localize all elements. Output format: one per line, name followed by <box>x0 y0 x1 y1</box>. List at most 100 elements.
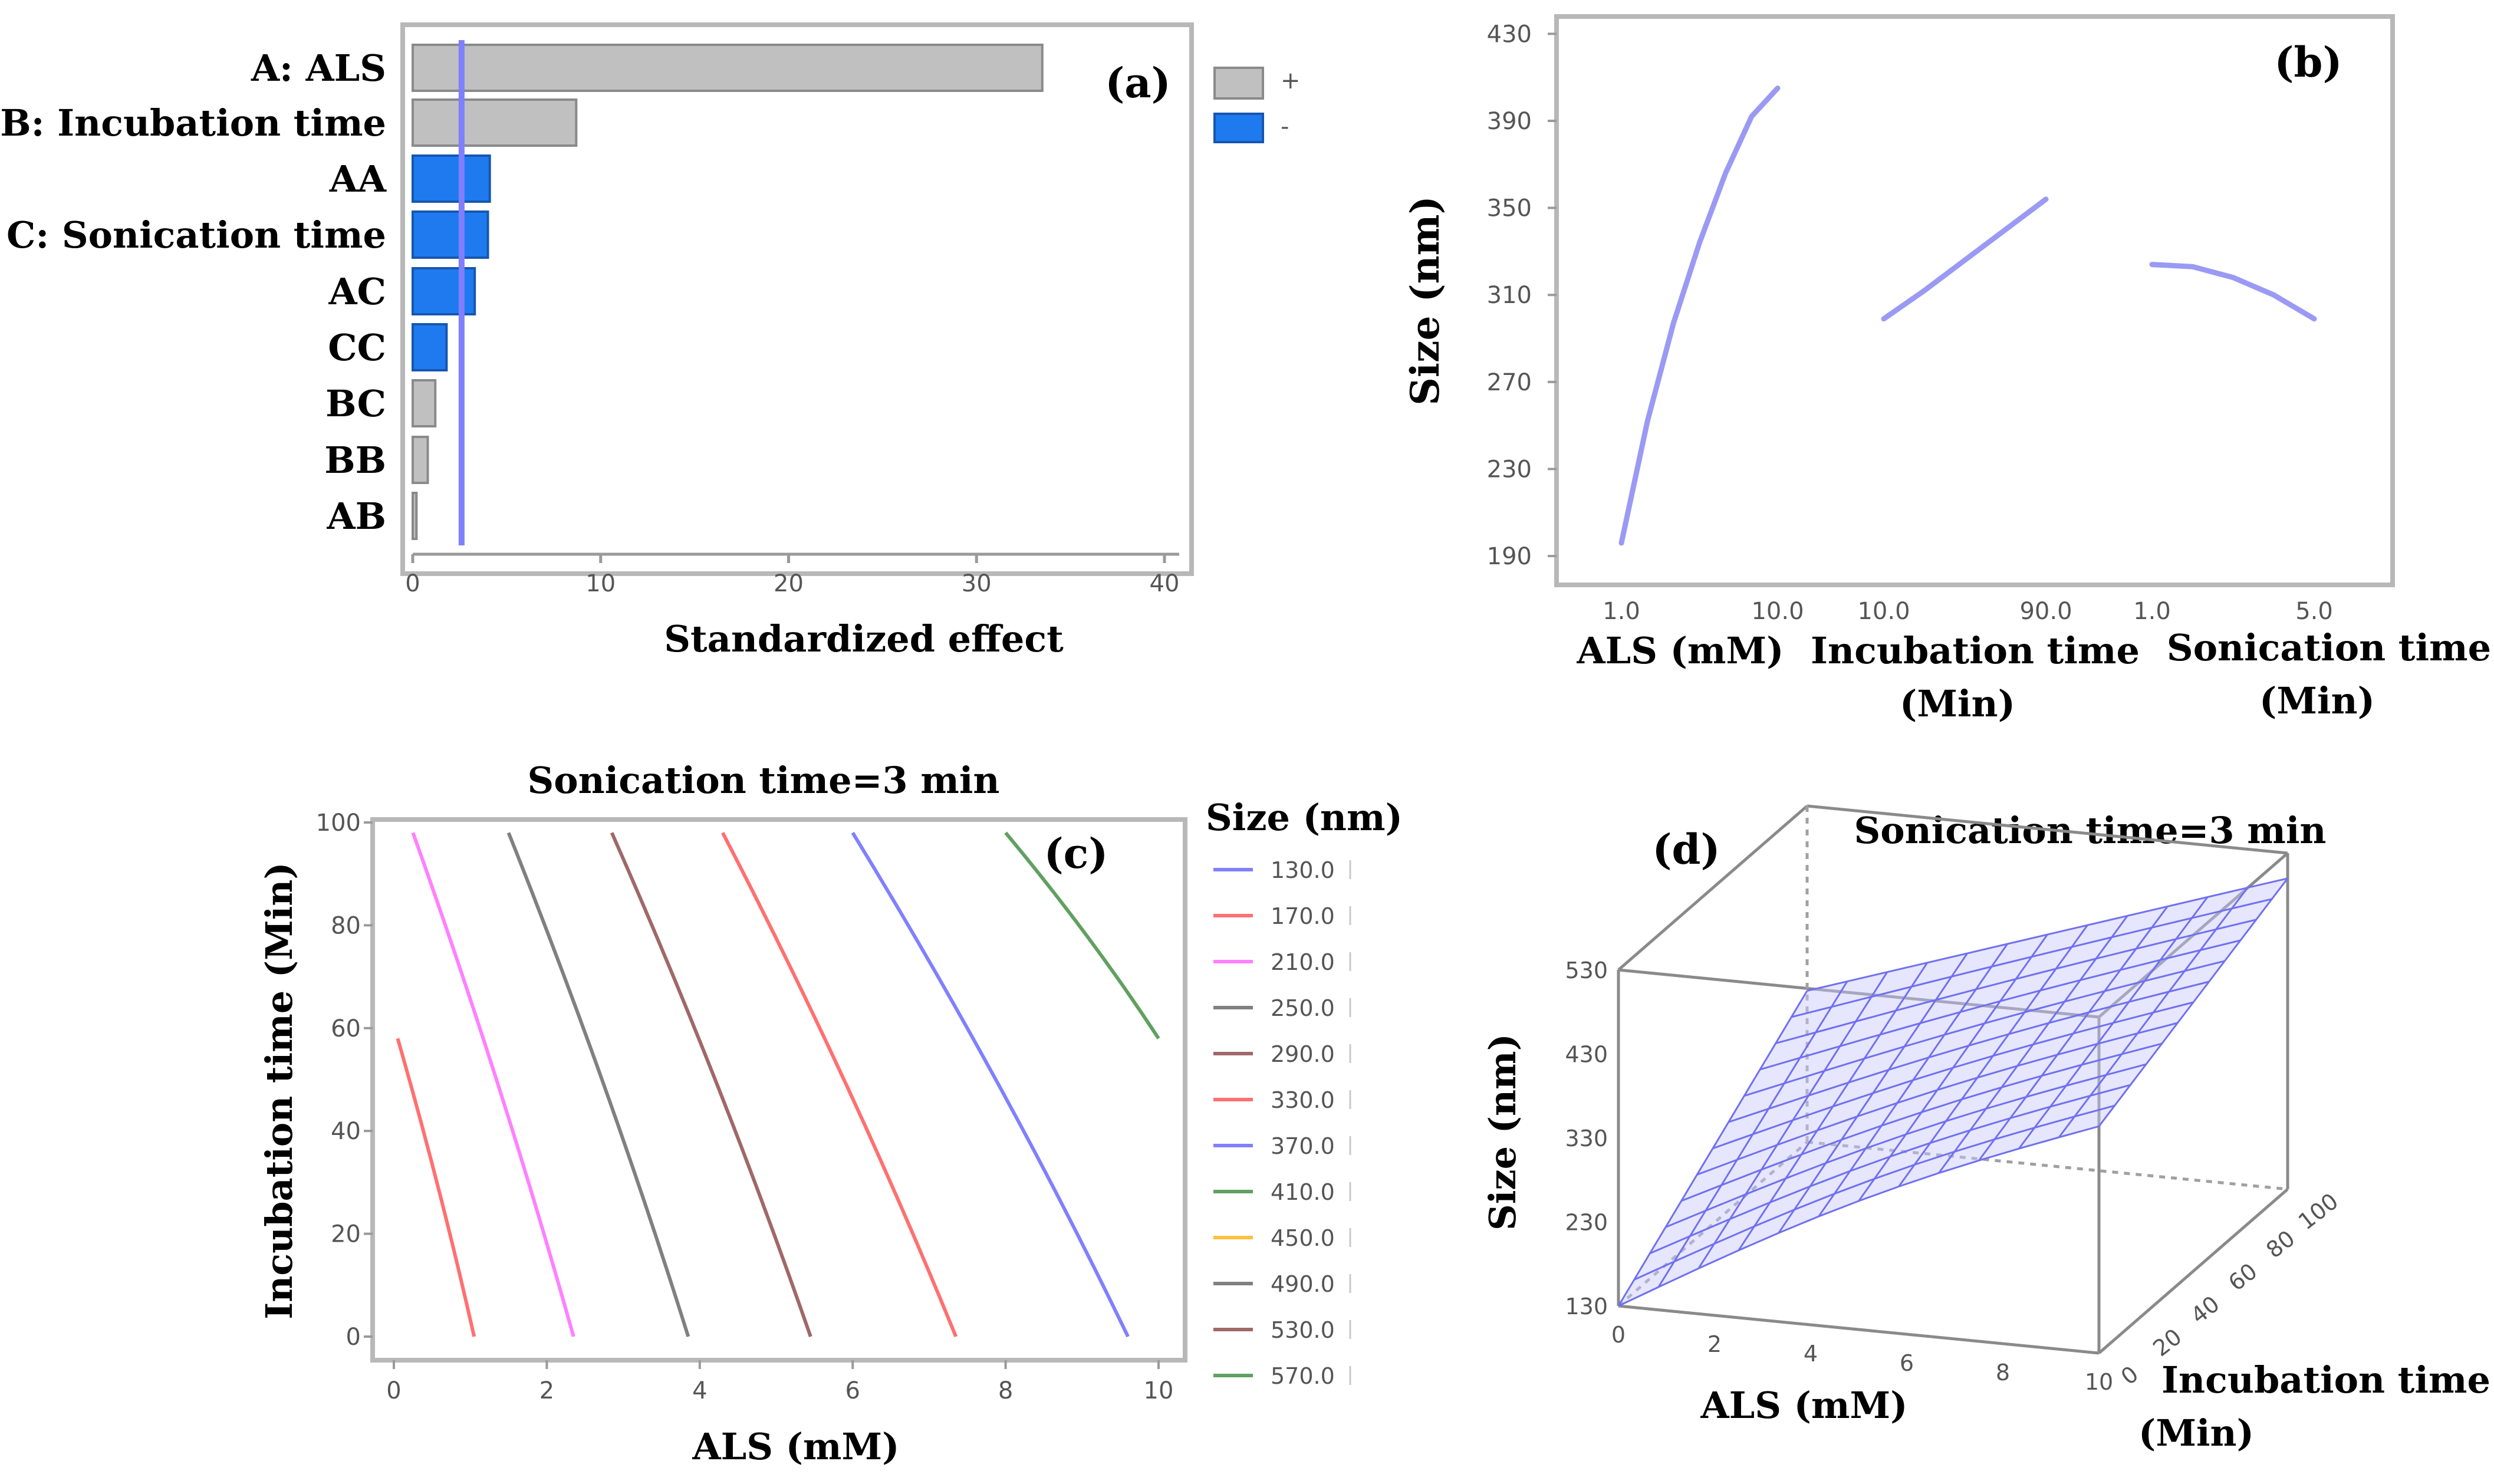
y-tick-label-190: 190 <box>1487 543 1532 570</box>
panel-c-contours <box>396 831 1160 1338</box>
category-label-a-als: A: ALS <box>251 47 386 90</box>
box-edge-8 <box>1807 804 2288 855</box>
legend-label-negative: - <box>1281 113 1289 140</box>
contour-290-0 <box>610 832 812 1337</box>
panel-d-y-label-1: Incubation time <box>2161 1358 2490 1401</box>
bar-cc <box>412 323 448 371</box>
y-tick-label-80: 80 <box>2261 1225 2299 1263</box>
x-tick-label-0: 0 <box>1611 1322 1626 1348</box>
y-tick-label-60: 60 <box>331 1015 361 1042</box>
panel-c-title: Sonication time=3 min <box>527 759 999 802</box>
panel-b-curve-sonication <box>2149 262 2317 322</box>
panel-a: A: ALS B: Incubation time AA C: Sonication … <box>0 22 1301 660</box>
panel-d-box <box>1617 804 2289 1355</box>
panel-d-surface-mesh <box>1617 877 2289 1307</box>
y-tick-label-100: 100 <box>316 810 361 837</box>
panel-d-z-label: Size (nm) <box>1481 1034 1524 1230</box>
legend-label-positive: + <box>1281 67 1301 94</box>
legend-label-170-0: 170.0 <box>1271 903 1335 929</box>
legend-label-410-0: 410.0 <box>1271 1179 1335 1205</box>
bar-aa <box>412 154 491 203</box>
legend-label-450-0: 450.0 <box>1271 1225 1335 1251</box>
x-tick-label-30: 30 <box>962 570 992 597</box>
y-tick-label-0: 0 <box>2116 1361 2143 1390</box>
panel-b-tick-als-high: 10.0 <box>1751 598 1804 625</box>
panel-d-x-label: ALS (mM) <box>1700 1384 1908 1427</box>
category-label-bb: BB <box>324 439 386 482</box>
y-tick-label-270: 270 <box>1487 369 1532 396</box>
y-tick-label-390: 390 <box>1487 108 1532 135</box>
bar-a-als <box>412 44 1044 92</box>
legend-swatch-positive <box>1213 67 1264 100</box>
bar-bb <box>412 436 429 484</box>
legend-label-130-0: 130.0 <box>1271 857 1335 883</box>
panel-a-legend: + - <box>1213 67 1301 143</box>
mesh-line-y-1 <box>1634 1104 2115 1281</box>
z-tick-label-230: 230 <box>1565 1210 1608 1236</box>
y-tick-label-40: 40 <box>2186 1291 2224 1328</box>
category-label-ab: AB <box>326 495 386 538</box>
panel-b-x-label-incubation-1: Incubation time <box>1811 629 2140 672</box>
y-tick-label-60: 60 <box>2223 1258 2262 1296</box>
mesh-line-y-12 <box>1807 877 2288 992</box>
x-tick-label-2: 2 <box>539 1377 554 1404</box>
panel-a-x-ticks: 0 10 20 30 40 <box>405 554 1179 597</box>
panel-b-y-label: Size (nm) <box>1402 196 1448 405</box>
y-tick-label-80: 80 <box>331 912 361 939</box>
y-tick-label-20: 20 <box>331 1221 361 1248</box>
x-tick-label-4: 4 <box>692 1377 707 1404</box>
panel-b-label: (b) <box>2274 38 2342 87</box>
legend-label-210-0: 210.0 <box>1271 949 1335 975</box>
x-tick-label-0: 0 <box>405 570 420 597</box>
y-tick-label-310: 310 <box>1487 282 1532 309</box>
panel-d-label: (d) <box>1652 825 1720 874</box>
panel-b-x-label-als: ALS (mM) <box>1577 629 1784 672</box>
panel-a-bars <box>412 44 1044 540</box>
panel-b-frame <box>1554 14 2395 587</box>
panel-b-tick-son-low: 1.0 <box>2133 598 2171 625</box>
panel-c-legend: 130.0 170.0 210.0 250.0 290.0 330.0 370.0 410.0… <box>1213 857 1351 1389</box>
bar-ac <box>412 267 476 315</box>
panel-b-x-label-incubation-2: (Min) <box>1900 682 2015 725</box>
y-tick-label-20: 20 <box>2148 1324 2186 1361</box>
x-tick-label-6: 6 <box>1900 1350 1914 1376</box>
panel-b-tick-inc-low: 10.0 <box>1857 598 1910 625</box>
mesh-line-y-7 <box>1728 980 2210 1123</box>
mesh-line-y-5 <box>1696 1022 2178 1176</box>
contour-410-0 <box>1004 831 1160 1039</box>
panel-d: Sonication time=3 min (d) 130 230 330 430 53… <box>1481 804 2490 1455</box>
x-tick-label-4: 4 <box>1804 1341 1818 1367</box>
panel-c-legend-title: Size (nm) <box>1206 796 1403 839</box>
x-tick-label-10: 10 <box>585 570 616 597</box>
y-tick-label-0: 0 <box>346 1324 361 1351</box>
mesh-line-y-10 <box>1775 919 2257 1045</box>
legend-label-250-0: 250.0 <box>1271 995 1335 1021</box>
box-edge-0 <box>1618 1304 2100 1355</box>
z-tick-label-430: 430 <box>1565 1042 1608 1068</box>
mesh-line-y-8 <box>1743 960 2225 1097</box>
panel-c: Sonication time=3 min (c) 0 2 4 6 8 100204060… <box>258 759 1403 1468</box>
surface-fill <box>1618 878 2288 1306</box>
x-tick-label-10: 10 <box>2085 1369 2113 1395</box>
category-label-bc: BC <box>325 382 386 425</box>
mesh-line-y-4 <box>1681 1042 2163 1202</box>
category-label-aa: AA <box>329 157 387 200</box>
panel-b-tick-inc-high: 90.0 <box>2019 598 2072 625</box>
mesh-line-y-3 <box>1665 1063 2147 1228</box>
panel-a-frame <box>400 22 1194 576</box>
contour-170-0 <box>396 1038 476 1337</box>
panel-b-y-ticks: 190 230 270 310 350 390 430 <box>1487 21 1557 570</box>
mesh-line-y-0 <box>1618 1125 2100 1307</box>
panel-b-x-label-sonication-2: (Min) <box>2259 679 2375 722</box>
category-label-b-incubation-time: B: Incubation time <box>0 101 386 144</box>
x-tick-label-40: 40 <box>1150 570 1180 597</box>
panel-b-x-label-sonication-1: Sonication time <box>2167 626 2491 669</box>
z-tick-label-530: 530 <box>1565 957 1608 983</box>
legend-label-370-0: 370.0 <box>1271 1133 1335 1159</box>
panel-b-tick-als-low: 1.0 <box>1603 598 1640 625</box>
panel-b-tick-son-high: 5.0 <box>2295 598 2333 625</box>
box-edge-5 <box>1618 968 2100 1019</box>
bar-b-incubation-time <box>412 98 578 147</box>
